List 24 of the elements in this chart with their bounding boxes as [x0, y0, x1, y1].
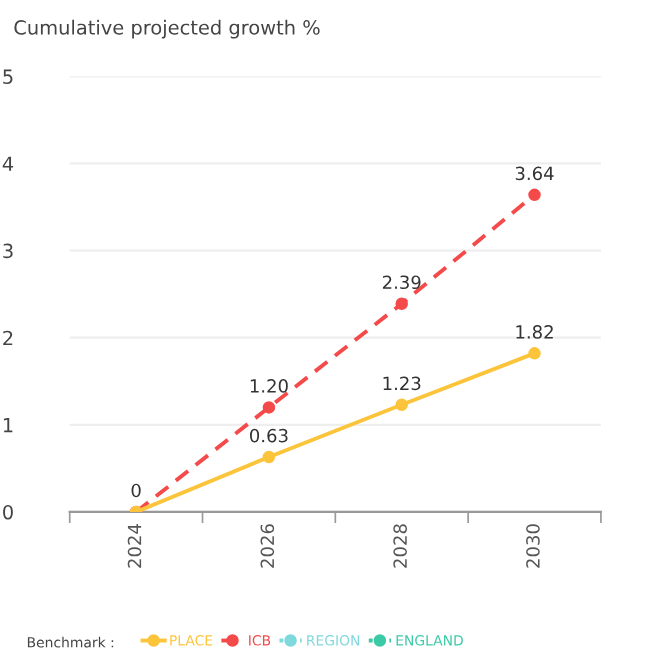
data-label: 1.23: [383, 376, 421, 391]
point: [262, 401, 276, 414]
point: [395, 297, 408, 310]
y-tick-label: 3: [3, 243, 13, 259]
y-tick-label: 5: [3, 69, 13, 84]
data-label: 1.82: [516, 325, 553, 339]
y-tick-label: 0: [3, 504, 13, 520]
y-tick-label: 2: [3, 330, 13, 346]
point: [395, 398, 408, 412]
x-tick-label: 2024: [127, 524, 142, 568]
data-label: 2.39: [382, 275, 421, 290]
x-tick-label: 2030: [526, 524, 540, 568]
point: [262, 450, 276, 464]
data-label: 3.64: [515, 166, 554, 181]
y-tick-label: 1: [3, 418, 13, 433]
data-label: 1.20: [250, 379, 288, 393]
x-tick-label: 2028: [393, 524, 407, 568]
data-label: 0: [131, 483, 141, 498]
x-tick-label: 2026: [260, 524, 275, 568]
point: [528, 188, 541, 202]
data-label: 0.63: [250, 428, 288, 443]
chart-title: Cumulative projected growth %: [14, 19, 320, 39]
point: [528, 347, 541, 360]
y-tick-label: 4: [2, 156, 14, 171]
